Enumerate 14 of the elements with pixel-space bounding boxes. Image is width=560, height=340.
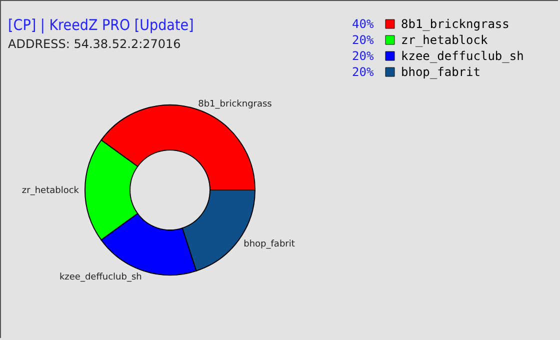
slice-label: 8b1_brickngrass bbox=[198, 99, 272, 110]
legend-label: zr_hetablock bbox=[401, 33, 488, 47]
legend-label: kzee_deffuclub_sh bbox=[401, 49, 524, 63]
slice-label: zr_hetablock bbox=[22, 186, 80, 196]
legend-label: bhop_fabrit bbox=[401, 65, 480, 79]
legend-label: 8b1_brickngrass bbox=[401, 17, 510, 31]
text: ADDRESS: 54.38.52.2:27016 bbox=[8, 37, 181, 51]
data-label: 20% bbox=[352, 49, 374, 63]
data-label: 40% bbox=[352, 17, 374, 31]
slice-label: kzee_deffuclub_sh bbox=[59, 272, 142, 283]
data-label: 20% bbox=[352, 65, 374, 79]
slice-label: bhop_fabrit bbox=[244, 239, 296, 250]
data-label: 20% bbox=[352, 33, 374, 47]
chart-title: [CP] | KreedZ PRO [Update] bbox=[8, 16, 194, 34]
